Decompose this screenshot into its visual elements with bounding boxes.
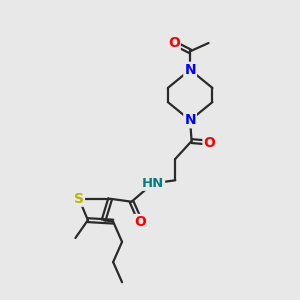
Text: O: O [203,136,215,150]
Text: N: N [184,113,196,127]
Text: O: O [135,215,146,229]
Text: HN: HN [142,177,164,190]
Text: O: O [168,36,180,50]
Text: N: N [184,63,196,77]
Text: S: S [74,192,84,206]
